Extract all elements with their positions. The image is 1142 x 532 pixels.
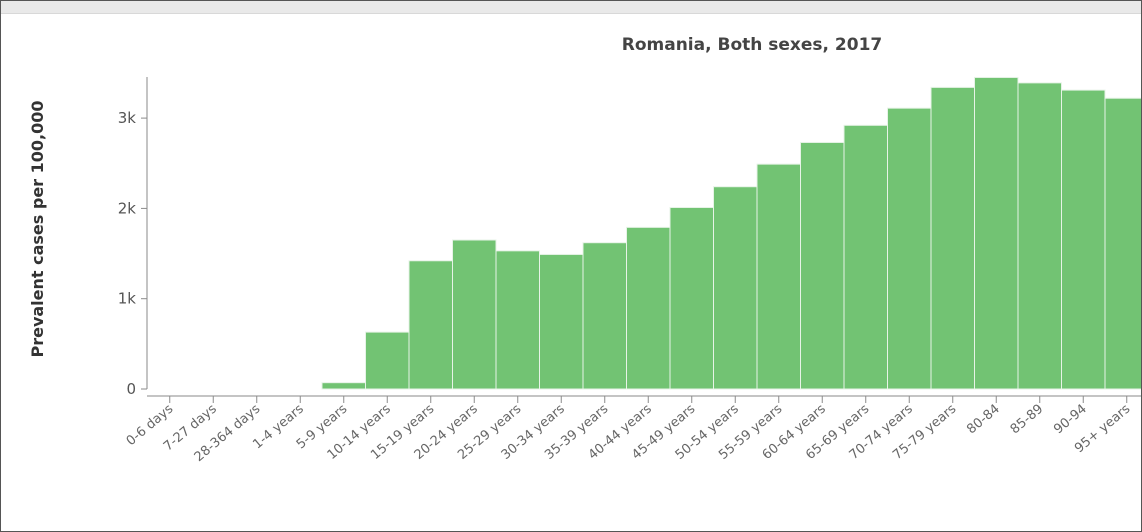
- y-tick-label: 2k: [118, 199, 137, 217]
- x-tick-label: 80-84: [964, 402, 1003, 438]
- bar: [452, 239, 497, 390]
- bar: [321, 382, 366, 390]
- bars: [321, 76, 1141, 390]
- bar: [626, 226, 671, 390]
- y-tick-label: 1k: [118, 290, 137, 308]
- bar: [713, 186, 758, 390]
- bar: [408, 260, 453, 390]
- bar: [539, 253, 584, 390]
- chart-title: Romania, Both sexes, 2017: [622, 35, 882, 55]
- y-axis-label: Prevalent cases per 100,000: [28, 100, 47, 357]
- x-tick-label: 85-89: [1008, 402, 1047, 438]
- bar: [1017, 82, 1062, 390]
- y-ticks: 0 1k 2k 3k: [118, 109, 147, 398]
- bar: [495, 250, 540, 390]
- bar: [756, 163, 801, 390]
- y-tick-label: 0: [126, 380, 136, 398]
- bar: [800, 141, 845, 390]
- bar: [669, 206, 714, 390]
- bar: [365, 331, 410, 390]
- x-tick-label: 90-94: [1051, 402, 1090, 438]
- bar: [1104, 97, 1141, 390]
- top-strip: [1, 1, 1141, 14]
- y-tick-label: 3k: [118, 109, 137, 127]
- bar: [974, 76, 1019, 390]
- bar: [1061, 89, 1106, 390]
- bar: [843, 124, 888, 390]
- bar: [887, 107, 932, 390]
- bar: [582, 242, 627, 390]
- bar: [930, 86, 975, 390]
